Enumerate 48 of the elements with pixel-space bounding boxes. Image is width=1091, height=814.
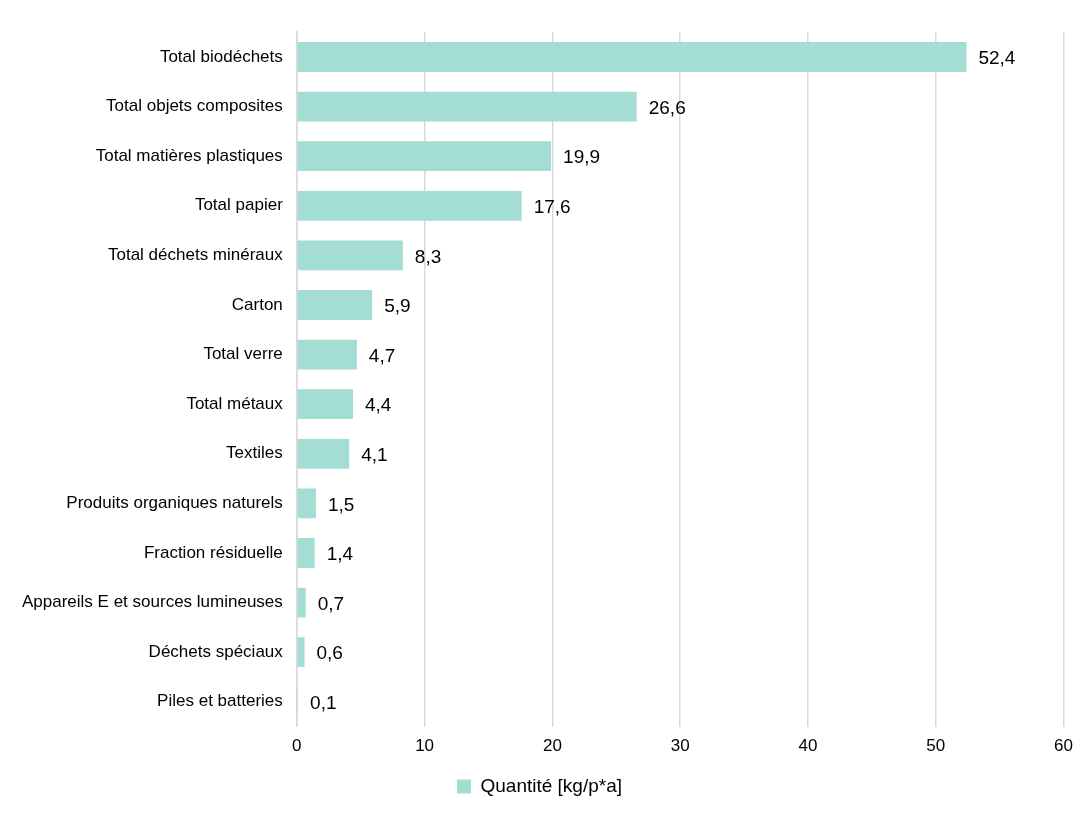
- bar: [297, 42, 967, 72]
- x-tick-label: 50: [926, 736, 946, 756]
- y-tick-label: Carton: [231, 294, 283, 314]
- bar: [297, 339, 357, 370]
- data-label: 1,5: [327, 493, 355, 515]
- data-label: 4,4: [365, 394, 392, 416]
- y-tick-label: Total biodéchets: [159, 46, 283, 66]
- bar: [297, 389, 354, 420]
- bar: [297, 91, 637, 122]
- x-tick-label: 10: [415, 736, 435, 756]
- data-label: 17,6: [533, 196, 571, 218]
- bar: [297, 240, 403, 271]
- bar: [297, 190, 522, 221]
- data-label: 4,1: [361, 444, 388, 466]
- x-tick-label: 30: [670, 736, 690, 756]
- y-tick-label: Piles et batteries: [157, 691, 283, 711]
- x-tick-label: 0: [292, 736, 302, 756]
- data-label: 26,6: [648, 96, 686, 118]
- x-tick-label: 40: [798, 736, 818, 756]
- bar: [297, 538, 315, 568]
- bar: [297, 488, 316, 519]
- y-tick-label: Total déchets minéraux: [107, 245, 284, 265]
- y-tick-label: Total matières plastiques: [95, 145, 283, 165]
- y-tick-label: Fraction résiduelle: [143, 542, 283, 562]
- y-tick-label: Total métaux: [186, 393, 284, 413]
- y-tick-label: Total papier: [194, 195, 284, 215]
- bar: [297, 290, 373, 320]
- y-tick-label: Appareils E et sources lumineuses: [22, 592, 283, 612]
- y-tick-label: Total objets composites: [106, 96, 283, 116]
- x-tick-label: 20: [542, 736, 562, 756]
- legend-label: Quantité [kg/p*a]: [480, 774, 623, 796]
- bar: [297, 141, 552, 172]
- y-tick-label: Textiles: [226, 443, 283, 463]
- data-label: 19,9: [563, 146, 601, 168]
- bar: [297, 587, 306, 618]
- data-label: 5,9: [384, 295, 411, 317]
- y-tick-label: Déchets spéciaux: [148, 641, 284, 661]
- data-label: 0,6: [316, 642, 343, 664]
- data-label: 52,4: [978, 47, 1016, 69]
- y-tick-label: Total verre: [203, 344, 283, 364]
- data-label: 1,4: [326, 543, 354, 565]
- data-label: 4,7: [368, 344, 396, 366]
- y-tick-label: Produits organiques naturels: [66, 493, 283, 513]
- x-tick-label: 60: [1054, 736, 1074, 756]
- data-label: 0,1: [310, 692, 337, 714]
- bar: [297, 438, 350, 469]
- data-label: 0,7: [317, 592, 345, 614]
- data-label: 8,3: [414, 245, 442, 267]
